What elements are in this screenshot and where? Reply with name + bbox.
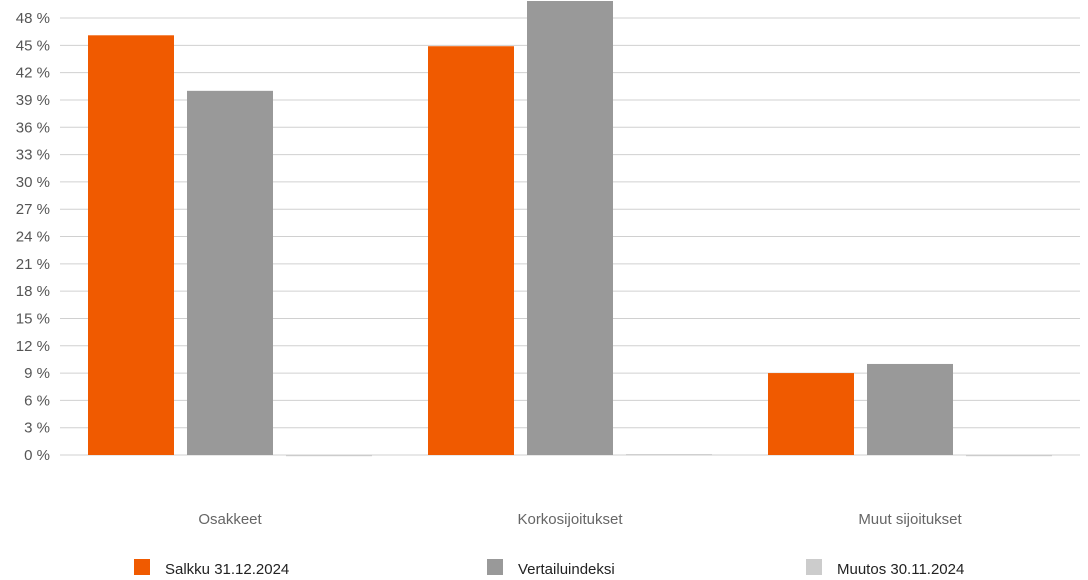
bar [286,455,372,457]
bar [626,454,712,456]
y-tick-label: 9 % [24,365,50,382]
y-tick-label: 45 % [16,37,50,54]
y-tick-label: 39 % [16,92,50,109]
x-category-label: Korkosijoitukset [517,511,623,528]
y-tick-label: 30 % [16,174,50,191]
legend-swatch [806,559,822,575]
y-tick-label: 24 % [16,229,50,246]
legend-swatch [134,559,150,575]
y-tick-label: 15 % [16,310,50,327]
x-category-label: Osakkeet [198,511,262,528]
legend-label: Vertailuindeksi [518,561,615,578]
y-tick-label: 21 % [16,256,50,273]
x-category-label: Muut sijoitukset [858,511,962,528]
y-tick-label: 27 % [16,201,50,218]
bar [187,90,273,455]
bar [768,373,854,455]
bar [867,363,953,455]
legend-label: Muutos 30.11.2024 [837,561,964,578]
y-tick-label: 0 % [24,447,50,464]
bar [966,455,1052,457]
y-tick-label: 12 % [16,338,50,355]
y-tick-label: 33 % [16,147,50,164]
bar [428,46,514,456]
y-tick-label: 3 % [24,420,50,437]
legend-swatch [487,559,503,575]
y-tick-label: 42 % [16,65,50,82]
y-tick-label: 6 % [24,392,50,409]
y-tick-label: 36 % [16,119,50,136]
bar [88,35,174,456]
bar [527,1,613,455]
y-tick-label: 48 % [16,10,50,27]
legend-label: Salkku 31.12.2024 [165,561,289,578]
y-tick-label: 18 % [16,283,50,300]
